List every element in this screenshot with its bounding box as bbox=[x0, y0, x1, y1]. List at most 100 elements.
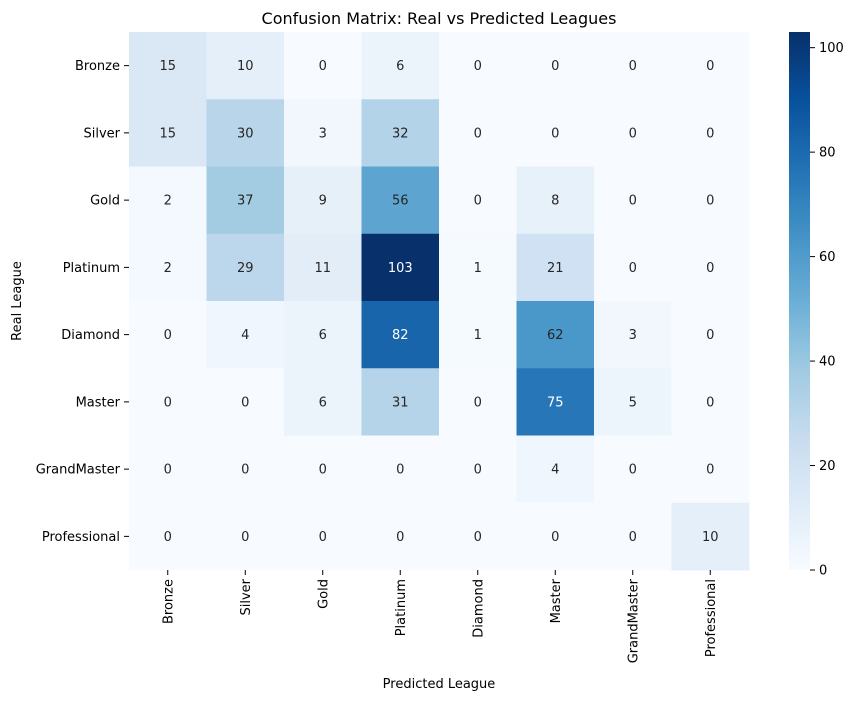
cell-value-label: 0 bbox=[396, 530, 404, 545]
cell-value-label: 0 bbox=[241, 395, 249, 410]
cell-value-label: 3 bbox=[319, 126, 327, 141]
heatmap-cell bbox=[129, 166, 207, 235]
y-tick-label: Master bbox=[76, 395, 121, 410]
heatmap-cell bbox=[361, 166, 440, 235]
colorbar-tick-label: 100 bbox=[819, 41, 844, 56]
y-tick-label: Platinum bbox=[63, 261, 120, 276]
heatmap-cell bbox=[594, 166, 672, 235]
heatmap-cell bbox=[284, 233, 362, 302]
colorbar-tick-label: 80 bbox=[819, 146, 836, 161]
cell-value-label: 0 bbox=[474, 126, 482, 141]
heatmap-cell bbox=[594, 368, 672, 436]
cell-value-label: 0 bbox=[241, 530, 249, 545]
heatmap-cell bbox=[439, 301, 517, 369]
colorbar-tick-label: 0 bbox=[819, 564, 827, 579]
heatmap-cell bbox=[206, 99, 285, 167]
heatmap-cell bbox=[671, 233, 750, 302]
heatmap-cell bbox=[439, 233, 517, 302]
cell-value-label: 5 bbox=[629, 395, 637, 410]
heatmap-cell bbox=[671, 99, 750, 167]
cell-value-label: 0 bbox=[629, 194, 637, 209]
heatmap-cell bbox=[671, 166, 750, 235]
cell-value-label: 2 bbox=[164, 261, 172, 276]
heatmap-cell bbox=[439, 32, 517, 100]
heatmap-cell bbox=[284, 99, 362, 167]
cell-value-label: 0 bbox=[629, 59, 637, 74]
cell-value-label: 0 bbox=[706, 126, 714, 141]
heatmap-cell bbox=[516, 368, 595, 436]
heatmap-cell bbox=[594, 233, 672, 302]
heatmap-cell bbox=[439, 368, 517, 436]
cell-value-label: 10 bbox=[237, 59, 254, 74]
heatmap-cell bbox=[671, 435, 750, 504]
heatmap-cell bbox=[516, 99, 595, 167]
cell-value-label: 0 bbox=[474, 395, 482, 410]
heatmap-cell bbox=[129, 301, 207, 369]
cell-value-label: 0 bbox=[474, 194, 482, 209]
heatmap-cell bbox=[594, 301, 672, 369]
cell-value-label: 4 bbox=[551, 463, 559, 478]
x-axis-label: Predicted League bbox=[383, 677, 496, 692]
cell-value-label: 15 bbox=[159, 59, 176, 74]
colorbar-tick-label: 20 bbox=[819, 459, 836, 474]
heatmap-cell bbox=[284, 32, 362, 100]
cell-value-label: 1 bbox=[474, 261, 482, 276]
heatmap-cell bbox=[439, 502, 517, 571]
heatmap-cell bbox=[361, 502, 440, 571]
colorbar: 0 20 40 60 80 100 bbox=[789, 32, 844, 579]
heatmap-cell bbox=[594, 502, 672, 571]
heatmap-cell-labels: 15 10 0 6 0 0 0 015 30 3 32 0 0 0 02 37 9 56 0 8 0 02 29 11 103 1… bbox=[159, 59, 718, 545]
heatmap-cell bbox=[516, 166, 595, 235]
y-tick-label: Gold bbox=[90, 194, 120, 209]
cell-value-label: 0 bbox=[164, 463, 172, 478]
cell-value-label: 62 bbox=[547, 328, 564, 343]
heatmap-cell bbox=[129, 502, 207, 571]
cell-value-label: 75 bbox=[547, 395, 564, 410]
heatmap-cell bbox=[516, 502, 595, 571]
cell-value-label: 0 bbox=[706, 261, 714, 276]
cell-value-label: 15 bbox=[159, 126, 176, 141]
heatmap-cell bbox=[284, 502, 362, 571]
cell-value-label: 0 bbox=[319, 463, 327, 478]
cell-value-label: 0 bbox=[319, 59, 327, 74]
y-tick-label: GrandMaster bbox=[36, 463, 121, 478]
cell-value-label: 0 bbox=[629, 126, 637, 141]
cell-value-label: 56 bbox=[392, 194, 409, 209]
heatmap-cells bbox=[129, 32, 750, 571]
heatmap-cell bbox=[439, 99, 517, 167]
heatmap-cell bbox=[206, 368, 285, 436]
cell-value-label: 29 bbox=[237, 261, 254, 276]
cell-value-label: 0 bbox=[474, 463, 482, 478]
x-tick-label: Bronze bbox=[161, 579, 176, 624]
heatmap-cell bbox=[594, 99, 672, 167]
cell-value-label: 0 bbox=[629, 463, 637, 478]
cell-value-label: 6 bbox=[396, 59, 404, 74]
heatmap-cell bbox=[516, 301, 595, 369]
cell-value-label: 0 bbox=[706, 194, 714, 209]
colorbar-tick-label: 40 bbox=[819, 355, 836, 370]
heatmap-cell bbox=[516, 233, 595, 302]
cell-value-label: 6 bbox=[319, 328, 327, 343]
chart-title: Confusion Matrix: Real vs Predicted Leag… bbox=[262, 9, 617, 28]
heatmap-cell bbox=[361, 435, 440, 504]
cell-value-label: 32 bbox=[392, 126, 409, 141]
heatmap-cell bbox=[206, 32, 285, 100]
cell-value-label: 9 bbox=[319, 194, 327, 209]
x-tick-label: Professional bbox=[704, 579, 719, 657]
heatmap-cell bbox=[439, 166, 517, 235]
cell-value-label: 0 bbox=[706, 59, 714, 74]
cell-value-label: 0 bbox=[164, 395, 172, 410]
cell-value-label: 31 bbox=[392, 395, 409, 410]
cell-value-label: 0 bbox=[706, 463, 714, 478]
cell-value-label: 8 bbox=[551, 194, 559, 209]
x-tick-label: GrandMaster bbox=[626, 578, 641, 663]
heatmap-cell bbox=[361, 32, 440, 100]
cell-value-label: 103 bbox=[388, 261, 413, 276]
heatmap-cell bbox=[671, 368, 750, 436]
cell-value-label: 82 bbox=[392, 328, 409, 343]
x-tick-label: Platinum bbox=[394, 579, 409, 636]
heatmap-cell bbox=[516, 32, 595, 100]
cell-value-label: 6 bbox=[319, 395, 327, 410]
cell-value-label: 0 bbox=[241, 463, 249, 478]
